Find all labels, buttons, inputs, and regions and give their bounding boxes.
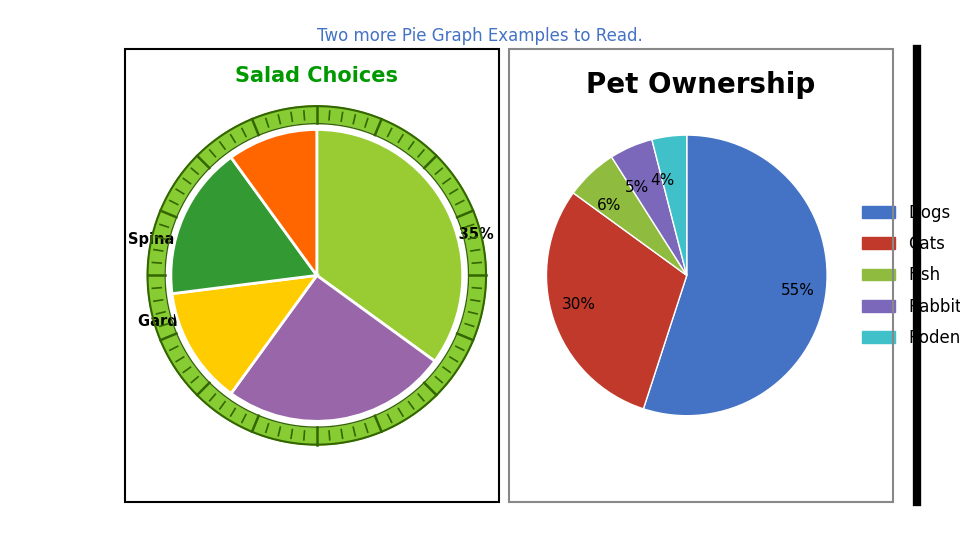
Text: Chef 25%: Chef 25%	[331, 357, 409, 372]
Text: 6%: 6%	[597, 198, 621, 213]
Wedge shape	[231, 275, 435, 421]
Text: 4%: 4%	[651, 173, 675, 188]
Circle shape	[148, 106, 486, 444]
Wedge shape	[231, 130, 317, 275]
Wedge shape	[231, 130, 317, 275]
Wedge shape	[643, 135, 828, 416]
Wedge shape	[171, 157, 317, 294]
Text: 5%: 5%	[625, 180, 649, 195]
Circle shape	[165, 124, 468, 427]
Wedge shape	[172, 275, 317, 394]
Text: Garden 13%: Garden 13%	[138, 314, 239, 329]
Title: Pet Ownership: Pet Ownership	[587, 71, 815, 99]
Text: Chef 25%: Chef 25%	[0, 539, 1, 540]
Wedge shape	[317, 130, 463, 361]
Wedge shape	[573, 157, 686, 275]
Legend: Dogs, Cats, Fish, Rabbits, Rodents: Dogs, Cats, Fish, Rabbits, Rodents	[855, 197, 960, 354]
Wedge shape	[171, 157, 317, 294]
Circle shape	[148, 106, 486, 444]
Title: Salad Choices: Salad Choices	[235, 66, 398, 86]
Text: Caesar 35%: Caesar 35%	[397, 227, 494, 242]
Wedge shape	[546, 193, 686, 409]
Wedge shape	[172, 275, 317, 394]
Wedge shape	[652, 135, 686, 275]
Wedge shape	[231, 275, 435, 421]
Text: 30%: 30%	[562, 298, 596, 312]
Text: Caesar 35%: Caesar 35%	[0, 539, 1, 540]
Wedge shape	[317, 130, 463, 361]
Text: 55%: 55%	[781, 283, 815, 298]
Text: Garden 13%: Garden 13%	[0, 539, 1, 540]
Wedge shape	[612, 139, 686, 275]
Text: Spinach 17%: Spinach 17%	[0, 539, 1, 540]
Text: Two more Pie Graph Examples to Read.: Two more Pie Graph Examples to Read.	[317, 27, 643, 45]
Text: Taco
10%: Taco 10%	[0, 539, 1, 540]
Text: Spinach 17%: Spinach 17%	[128, 232, 234, 247]
Text: Taco
10%: Taco 10%	[252, 173, 289, 206]
